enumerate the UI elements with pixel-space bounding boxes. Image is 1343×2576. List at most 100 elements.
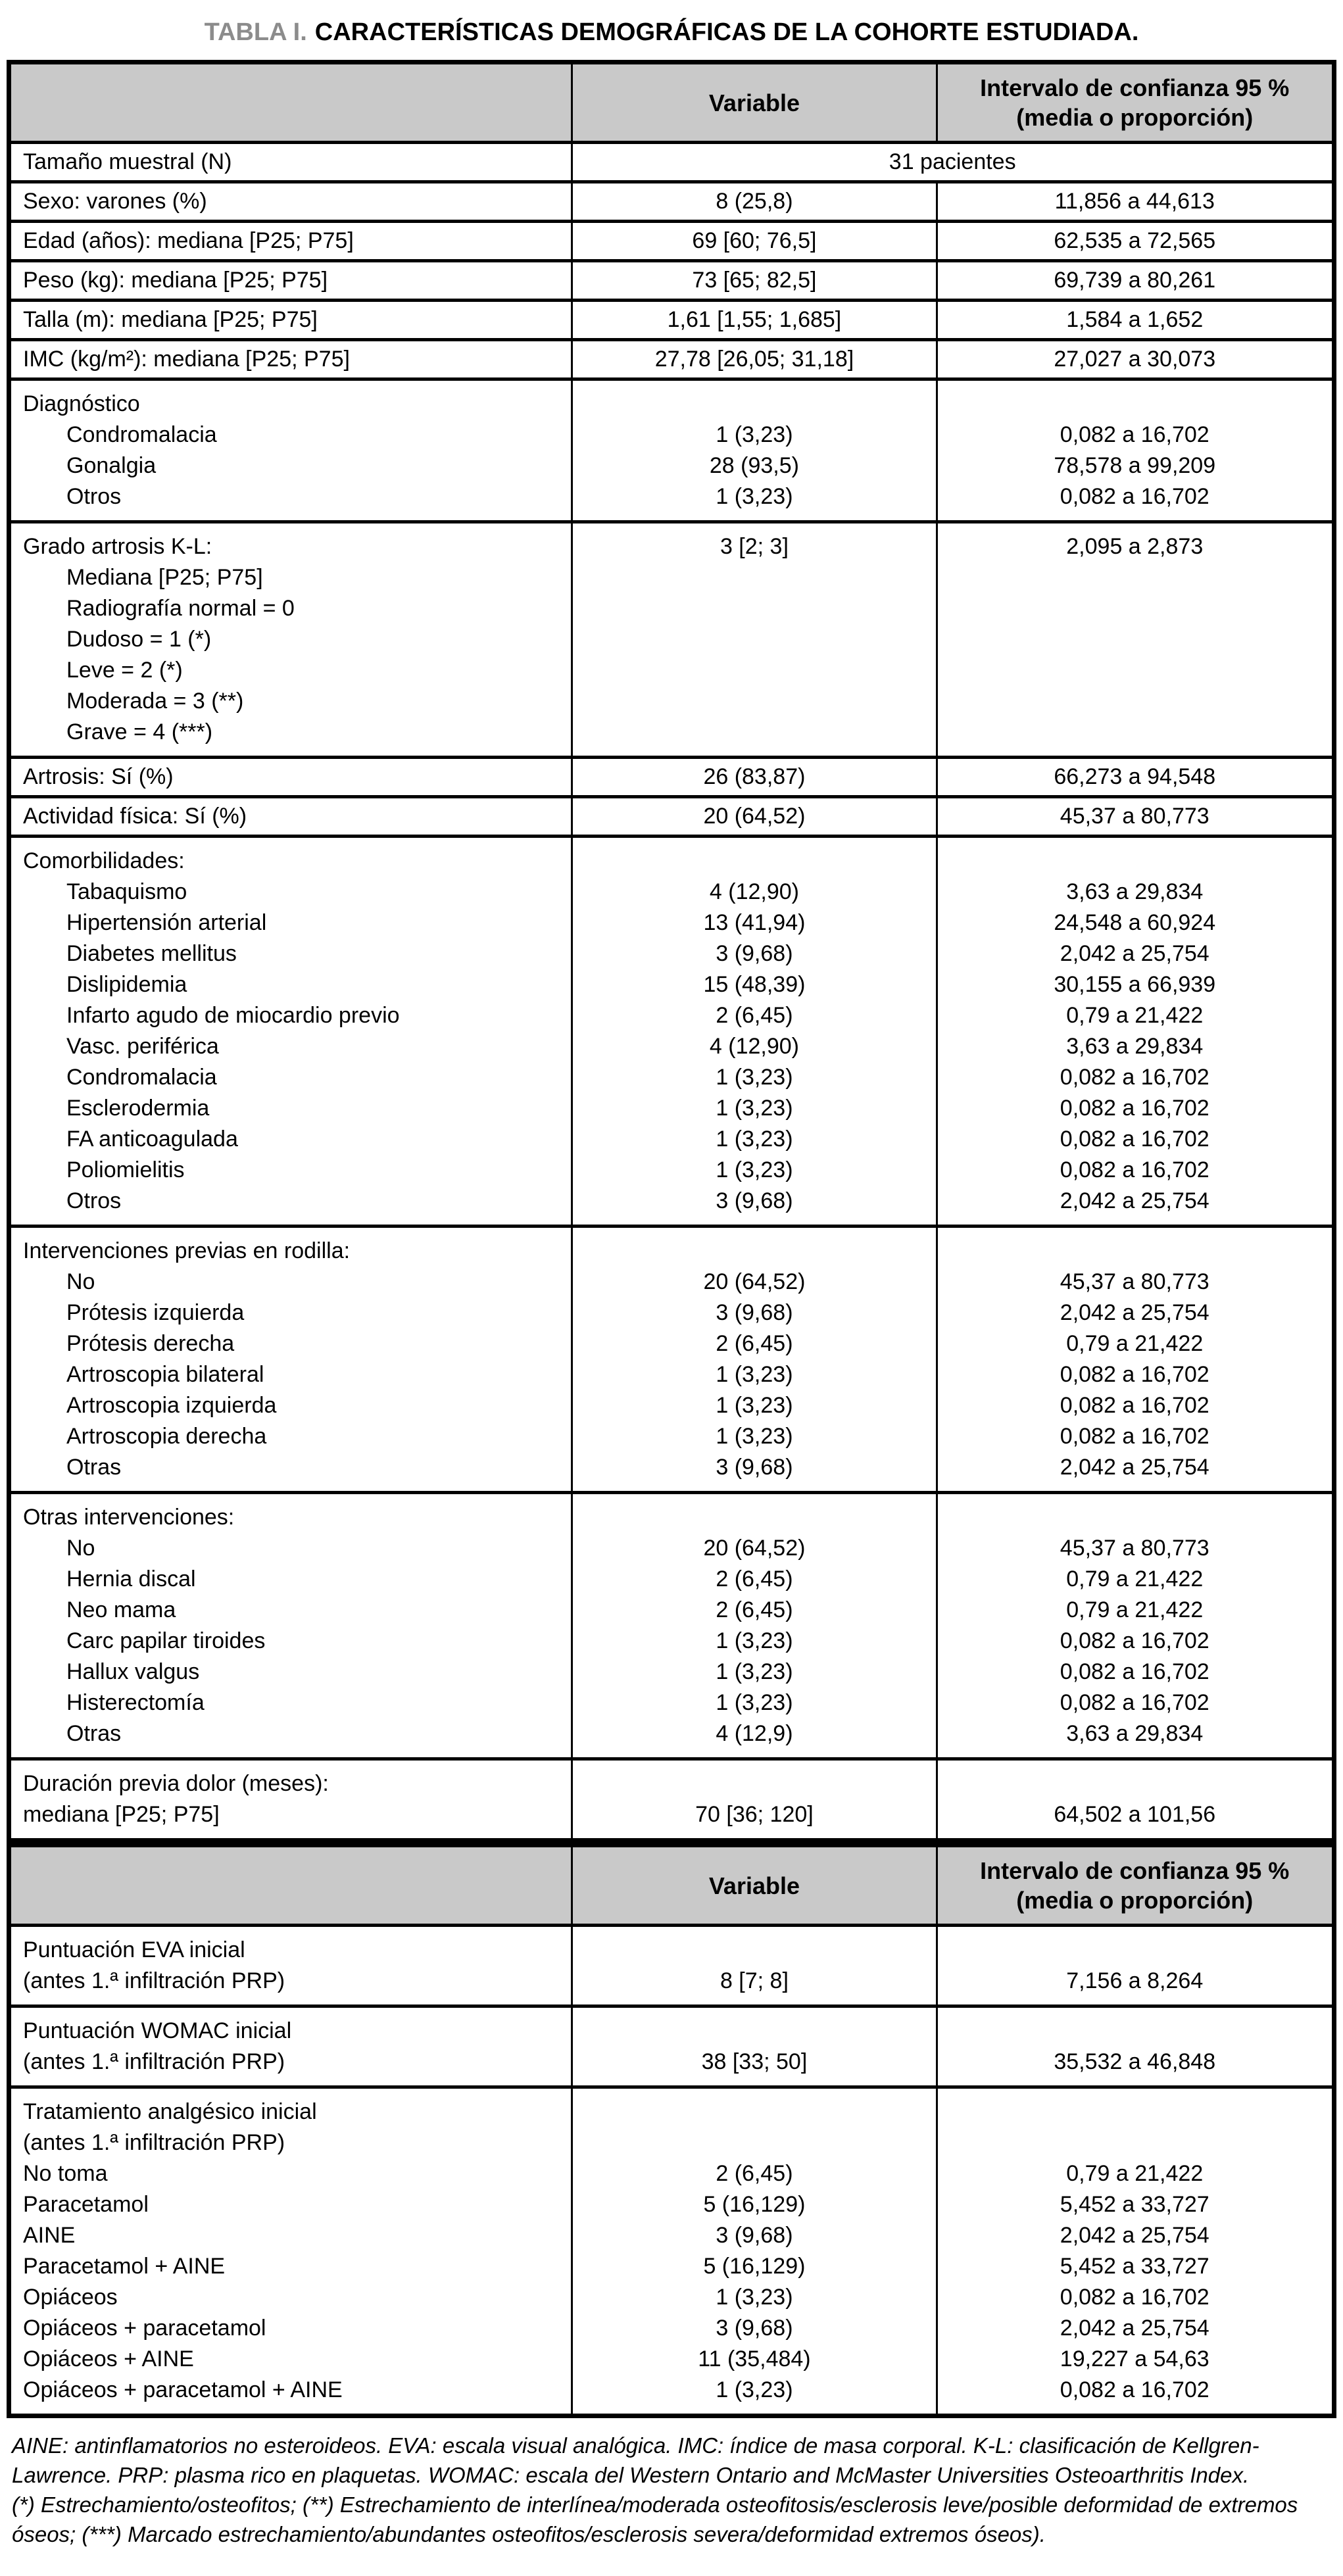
group-line-ci (950, 593, 1321, 624)
group-line-label: Paracetamol + AINE (23, 2254, 226, 2279)
group-line-label: Diagnóstico (23, 391, 140, 416)
group-line-ci (950, 389, 1321, 420)
group-line-ci: 0,082 a 16,702 (1060, 484, 1209, 509)
table-row: Diagnóstico Condromalacia Gonalgia Otros 1 … (7, 377, 1335, 523)
row-label: Talla (m): mediana [P25; P75] (7, 299, 574, 341)
group-line-ci: 0,79 a 21,422 (1066, 2161, 1204, 2186)
group-line-ci: 0,082 a 16,702 (1060, 2377, 1209, 2402)
group-line-label: mediana [P25; P75] (23, 1802, 220, 1827)
group-line-ci (950, 717, 1321, 748)
group-line-ci: 3,63 a 29,834 (1066, 1034, 1204, 1059)
header-ci-line2: (media o proporción) (1016, 104, 1254, 131)
row-value: 1 (3,23) 28 (93,5) 1 (3,23) (571, 377, 938, 523)
group-line-label: Otras (66, 1721, 122, 1746)
group-line-label: Vasc. periférica (66, 1034, 219, 1059)
group-line-label: Histerectomía (66, 1690, 205, 1715)
group-line-value: 2 (6,45) (716, 1331, 793, 1356)
row-label: Otras intervenciones: No Hernia discal Neo … (7, 1491, 574, 1761)
group-line-ci (950, 562, 1321, 593)
group-line-label: Radiografía normal = 0 (66, 596, 295, 621)
group-line-label: (antes 1.ª infiltración PRP) (23, 2049, 285, 2074)
group-line-value: 4 (12,90) (709, 1034, 799, 1059)
group-line-ci: 0,082 a 16,702 (1060, 2285, 1209, 2310)
group-line-label: Prótesis izquierda (66, 1300, 245, 1325)
row-confidence-interval: 2,095 a 2,873 (935, 520, 1335, 759)
header-confidence-interval: Intervalo de confianza 95 % (media o pro… (935, 61, 1335, 144)
group-line-value: 38 [33; 50] (701, 2049, 808, 2074)
group-line-value (585, 1935, 923, 1966)
row-value: 4 (12,90) 13 (41,94) 3 (9,68) 15 (48,39) 2 (… (571, 835, 938, 1228)
table-row: Otras intervenciones: No Hernia discal Neo … (7, 1491, 1335, 1761)
group-line-value: 3 (9,68) (716, 2223, 793, 2248)
header-variable: Variable (571, 61, 938, 144)
group-line-label: No (66, 1536, 95, 1561)
header-confidence-interval: Intervalo de confianza 95 % (media o pro… (935, 1843, 1335, 1927)
row-label: Peso (kg): mediana [P25; P75] (7, 259, 574, 302)
group-line-label: Opiáceos + paracetamol (23, 2316, 266, 2341)
group-line-label: Gonalgia (66, 453, 157, 478)
table-title-text: CARACTERÍSTICAS DEMOGRÁFICAS DE LA COHOR… (314, 18, 1139, 46)
group-line-value: 1 (3,23) (716, 1393, 793, 1418)
group-line-ci: 30,155 a 66,939 (1054, 972, 1216, 997)
row-confidence-interval: 27,027 a 30,073 (935, 338, 1335, 381)
row-confidence-interval: 7,156 a 8,264 (935, 1924, 1335, 2008)
group-line-ci: 0,082 a 16,702 (1060, 422, 1209, 447)
row-value: 8 (25,8) (571, 180, 938, 223)
row-label: Comorbilidades: Tabaquismo Hipertensión ar… (7, 835, 574, 1228)
group-line-value (585, 624, 923, 655)
group-line-label: Otras intervenciones: (23, 1505, 235, 1530)
header-empty-cell (7, 61, 574, 144)
group-line-ci: 19,227 a 54,63 (1060, 2346, 1209, 2371)
row-confidence-interval: 69,739 a 80,261 (935, 259, 1335, 302)
group-line-label: Poliomielitis (66, 1157, 185, 1182)
table-title-number: TABLA I. (204, 18, 307, 46)
group-line-value (585, 1768, 923, 1799)
group-line-label: Otros (66, 1188, 122, 1213)
group-line-ci (950, 1502, 1321, 1533)
header-empty-cell (7, 1843, 574, 1927)
row-confidence-interval: 3,63 a 29,834 24,548 a 60,924 2,042 a 25,7… (935, 835, 1335, 1228)
group-line-value: 2 (6,45) (716, 1597, 793, 1622)
group-line-value: 15 (48,39) (703, 972, 806, 997)
group-line-label: No toma (23, 2161, 108, 2186)
row-confidence-interval: 62,535 a 72,565 (935, 220, 1335, 262)
row-value: 3 [2; 3] (571, 520, 938, 759)
group-line-value (585, 1236, 923, 1267)
group-line-ci: 45,37 a 80,773 (1060, 1269, 1209, 1294)
group-line-ci: 0,082 a 16,702 (1060, 1659, 1209, 1684)
group-line-value (585, 562, 923, 593)
group-line-value: 8 [7; 8] (720, 1968, 789, 1993)
group-line-value: 13 (41,94) (703, 910, 806, 935)
group-line-value: 3 (9,68) (716, 941, 793, 966)
table-row: Tratamiento analgésico inicial (antes 1.ª… (7, 2085, 1335, 2418)
group-line-value: 20 (64,52) (703, 1269, 806, 1294)
row-label: Sexo: varones (%) (7, 180, 574, 223)
group-line-value (585, 717, 923, 748)
table-row: Talla (m): mediana [P25; P75] 1,61 [1,55;… (7, 299, 1335, 341)
row-value: 70 [36; 120] (571, 1757, 938, 1842)
group-line-value: 2 (6,45) (716, 2161, 793, 2186)
group-line-value (585, 655, 923, 686)
group-line-ci: 0,082 a 16,702 (1060, 1424, 1209, 1449)
row-confidence-interval: 35,532 a 46,848 (935, 2005, 1335, 2089)
group-line-ci: 0,082 a 16,702 (1060, 1628, 1209, 1653)
row-confidence-interval: 45,37 a 80,773 (935, 795, 1335, 838)
table-row: Actividad física: Sí (%) 20 (64,52) 45,37 … (7, 795, 1335, 838)
group-line-label: (antes 1.ª infiltración PRP) (23, 2130, 285, 2155)
group-line-label: Mediana [P25; P75] (66, 565, 263, 590)
group-line-ci: 2,042 a 25,754 (1060, 2223, 1209, 2248)
group-line-label: Hallux valgus (66, 1659, 200, 1684)
row-confidence-interval: 45,37 a 80,773 2,042 a 25,754 0,79 a 21,42… (935, 1225, 1335, 1494)
group-line-label: Intervenciones previas en rodilla: (23, 1238, 351, 1263)
group-line-value: 4 (12,90) (709, 879, 799, 904)
group-line-value: 4 (12,9) (716, 1721, 793, 1746)
group-line-label: Tabaquismo (66, 879, 187, 904)
group-line-label: Puntuación WOMAC inicial (23, 2018, 292, 2043)
group-line-ci: 0,79 a 21,422 (1066, 1597, 1204, 1622)
group-line-ci: 0,082 a 16,702 (1060, 1157, 1209, 1182)
table-row: Edad (años): mediana [P25; P75] 69 [60; 7… (7, 220, 1335, 262)
group-line-value (585, 1502, 923, 1533)
table-title: TABLA I. CARACTERÍSTICAS DEMOGRÁFICAS DE … (7, 18, 1336, 47)
group-line-value: 3 (9,68) (716, 1188, 793, 1213)
group-line-label: Dudoso = 1 (*) (66, 627, 212, 652)
